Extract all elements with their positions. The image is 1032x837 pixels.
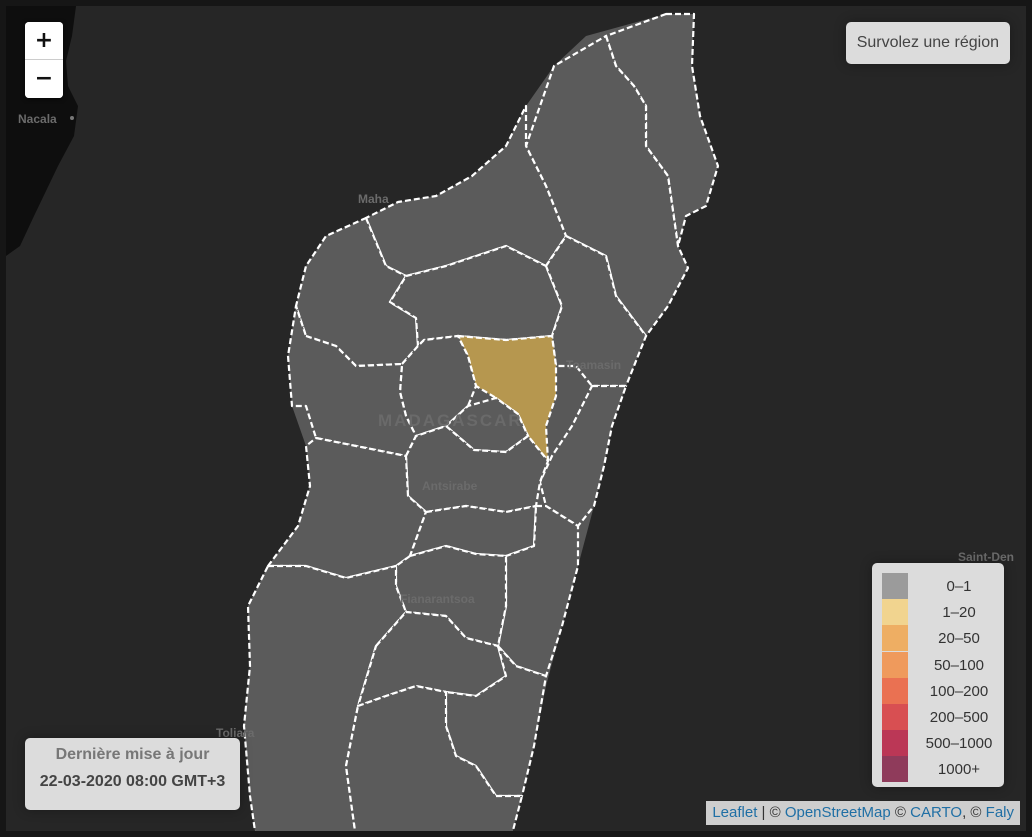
place-label-mahajanga: Maha	[358, 192, 389, 206]
legend-swatch	[882, 573, 908, 599]
region-info-box: Survolez une région	[845, 22, 1010, 64]
region-anosy	[344, 684, 524, 831]
faly-link[interactable]: Faly	[985, 804, 1014, 821]
legend-label: 50–100	[933, 656, 985, 674]
region-vakinankaratra	[404, 424, 550, 514]
legend-label: 500–1000	[925, 735, 993, 753]
legend-label: 20–50	[938, 630, 980, 648]
basemap[interactable]: Nacala Maha Toamasi	[6, 6, 1032, 837]
legend-label: 1–20	[942, 604, 976, 622]
zoom-control: + −	[25, 22, 63, 98]
legend-item: 0–1	[882, 573, 1002, 599]
legend-swatch	[882, 730, 908, 757]
carto-link[interactable]: CARTO	[910, 804, 963, 821]
legend-label: 100–200	[929, 682, 989, 700]
region-sava	[524, 34, 690, 338]
region-alaotra	[544, 234, 648, 388]
legend-swatch	[882, 651, 908, 678]
last-update-title: Dernière mise à jour	[55, 746, 210, 763]
last-update-date: 22-03-2020 08:00 GMT+3	[39, 773, 226, 790]
leaflet-link[interactable]: Leaflet	[712, 804, 758, 821]
legend-swatch	[882, 599, 908, 626]
country-label: MADAGASCAR	[378, 411, 523, 430]
region-sofia	[364, 104, 568, 278]
place-label-toliara: Toliara	[216, 726, 255, 740]
last-update-box: Dernière mise à jour 22-03-2020 08:00 GM…	[25, 738, 240, 810]
region-layer[interactable]	[242, 12, 720, 837]
region-menabe	[266, 436, 428, 580]
zoom-out-button[interactable]: −	[25, 60, 63, 98]
region-amoron-i-mania	[408, 504, 538, 558]
legend-swatch	[882, 625, 908, 652]
legend-swatch	[882, 756, 908, 783]
place-label-toamasina: Toamasin	[566, 358, 621, 372]
legend-swatch	[882, 704, 908, 730]
place-label-nacala: Nacala	[18, 112, 57, 126]
legend: 0–1 1–20 20–50 50–100 100–200 200–500 500–1000…	[872, 563, 1004, 787]
region-haute-matsiatra	[394, 544, 508, 648]
legend-item: 50–100	[882, 651, 1002, 678]
legend-label: 1000+	[937, 761, 981, 779]
legend-label: 200–500	[929, 709, 989, 726]
attribution-sep-2: ©	[890, 804, 911, 821]
place-label-saint-denis: Saint-Den	[958, 550, 1014, 564]
legend-item: 20–50	[882, 625, 1002, 652]
legend-item: 1000+	[882, 756, 1002, 783]
zoom-in-button[interactable]: +	[25, 22, 63, 60]
attribution: Leaflet | © OpenStreetMap © CARTO, © Fal…	[706, 801, 1020, 825]
legend-item: 500–1000	[882, 730, 1002, 757]
legend-label: 0–1	[946, 578, 972, 595]
attribution-sep-3: , ©	[962, 804, 986, 821]
legend-item: 200–500	[882, 704, 1002, 730]
openstreetmap-link[interactable]: OpenStreetMap	[784, 804, 891, 821]
legend-item: 100–200	[882, 677, 1002, 704]
legend-item: 1–20	[882, 599, 1002, 626]
attribution-sep-1: | ©	[757, 804, 785, 821]
place-label-antsirabe: Antsirabe	[422, 479, 478, 493]
city-dot-nacala	[70, 116, 74, 120]
place-label-fianarantsoa: Fianarantsoa	[400, 592, 475, 606]
legend-swatch	[882, 677, 908, 704]
region-ihorombe	[356, 610, 508, 708]
